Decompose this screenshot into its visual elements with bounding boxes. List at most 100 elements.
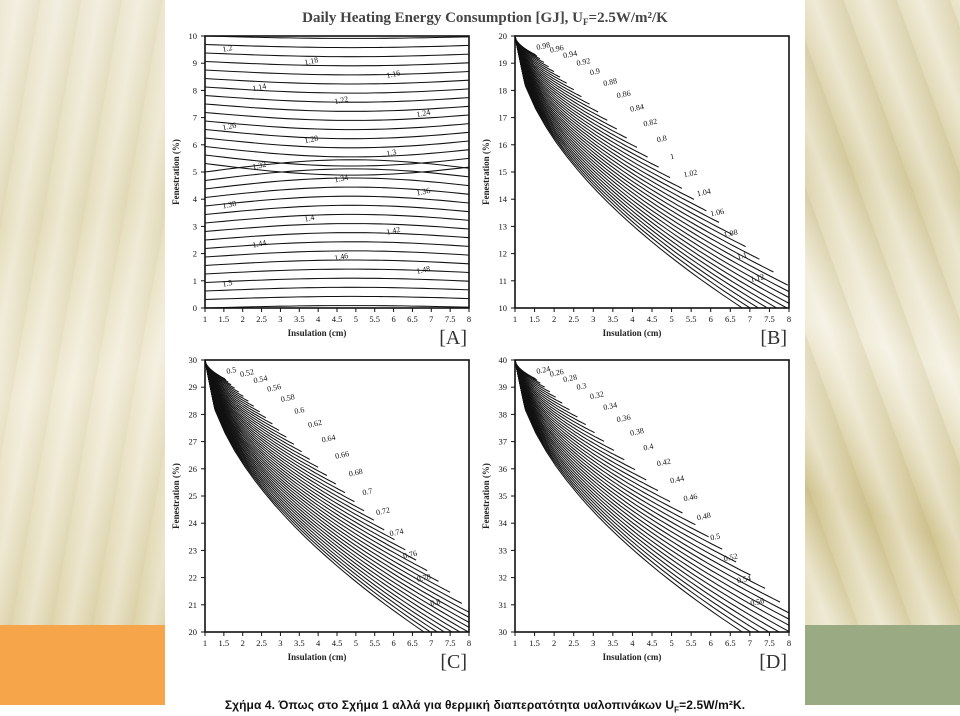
- contour-line: [205, 360, 280, 431]
- contour-line: [515, 360, 659, 492]
- contour-line: [205, 360, 302, 453]
- contour-level-label: 0.72: [375, 505, 391, 517]
- contour-line: [205, 360, 439, 632]
- contour-line: [515, 36, 774, 273]
- y-tick-label: 34: [499, 518, 508, 528]
- contour-line: [205, 360, 319, 468]
- contour-level-label: 0.26: [549, 367, 565, 379]
- contour-line: [205, 213, 469, 224]
- y-tick-label: 16: [499, 140, 508, 150]
- x-tick-label: 8: [467, 314, 471, 324]
- panel-b-frame: [514, 35, 790, 309]
- contour-line: [515, 36, 752, 308]
- contour-line: [205, 103, 469, 112]
- contour-level-label: 1.3: [386, 147, 398, 158]
- contour-level-label: 0.54: [736, 573, 752, 585]
- contour-line: [515, 360, 696, 526]
- contour-line: [205, 360, 226, 380]
- contour-line: [205, 77, 469, 85]
- contour-line: [205, 36, 469, 39]
- contour-line: [515, 360, 752, 632]
- panel-letter-label: [C]: [440, 651, 467, 673]
- contour-level-label: 1.16: [386, 68, 402, 80]
- y-tick-label: 27: [189, 437, 198, 447]
- contour-level-label: 1.34: [334, 173, 350, 185]
- contour-line: [205, 360, 446, 632]
- contour-line: [515, 360, 551, 393]
- contour-line: [515, 360, 671, 503]
- x-tick-label: 4: [316, 314, 321, 324]
- contour-level-label: 1.26: [222, 121, 238, 133]
- x-axis-label: Insulation (cm): [288, 328, 347, 338]
- contour-line: [515, 360, 751, 576]
- contour-line: [205, 360, 469, 628]
- contour-level-label: 0.56: [750, 596, 766, 608]
- x-tick-label: 5: [354, 638, 358, 648]
- y-tick-label: 38: [499, 409, 508, 419]
- contour-line: [515, 360, 647, 481]
- y-tick-label: 22: [189, 573, 198, 583]
- y-tick-label: 29: [189, 382, 198, 392]
- x-tick-label: 1: [513, 314, 517, 324]
- x-tick-label: 3: [591, 638, 595, 648]
- contour-line: [205, 360, 463, 604]
- contour-figure: Daily Heating Energy Consumption [GJ], U…: [165, 0, 805, 690]
- contour-line: [515, 36, 769, 308]
- contour-level-label: 1.18: [304, 55, 320, 67]
- contour-line: [515, 36, 695, 200]
- contour-line: [205, 43, 469, 49]
- contour-line: [515, 36, 549, 68]
- contour-line: [515, 36, 683, 189]
- contour-line: [205, 268, 469, 275]
- panel-letter-label: [A]: [439, 327, 467, 349]
- contour-line: [515, 360, 636, 471]
- contour-line: [205, 360, 432, 632]
- x-tick-label: 3.5: [608, 638, 619, 648]
- contour-line: [515, 36, 627, 139]
- contour-level-label: 1.48: [416, 264, 432, 276]
- contour-line: [515, 360, 536, 380]
- contour-line: [205, 86, 469, 94]
- contour-line: [205, 360, 249, 402]
- contour-line: [515, 36, 760, 308]
- x-axis-label: Insulation (cm): [603, 328, 662, 338]
- x-tick-label: 2.5: [568, 638, 579, 648]
- contour-line: [515, 360, 781, 632]
- y-tick-label: 19: [499, 58, 508, 68]
- contour-line: [515, 360, 789, 614]
- y-tick-label: 36: [499, 464, 508, 474]
- contour-line: [205, 195, 469, 207]
- contour-level-label: 1.5: [222, 278, 234, 289]
- contour-line: [205, 295, 469, 301]
- y-tick-label: 14: [499, 194, 508, 204]
- x-tick-label: 5: [354, 314, 358, 324]
- y-tick-label: 24: [189, 518, 198, 528]
- x-tick-label: 1: [513, 638, 517, 648]
- panel-letter-label: [D]: [759, 651, 787, 673]
- x-tick-label: 4.5: [647, 314, 658, 324]
- x-tick-label: 7: [429, 638, 433, 648]
- contour-level-label: 1.04: [696, 187, 712, 199]
- contour-line: [515, 36, 575, 91]
- contour-line: [515, 360, 737, 563]
- contour-line: [205, 360, 462, 632]
- contour-level-label: 1.06: [709, 207, 725, 219]
- y-tick-label: 0: [193, 303, 197, 313]
- contour-line: [205, 360, 375, 521]
- contour-level-label: 0.5: [709, 531, 721, 542]
- contour-level-label: 1.08: [723, 228, 739, 240]
- y-tick-label: 21: [189, 600, 198, 610]
- contour-line: [515, 36, 789, 308]
- contour-line: [205, 360, 311, 460]
- contour-line: [515, 360, 781, 603]
- left-decorative-background: [0, 0, 165, 625]
- contour-line: [515, 360, 709, 538]
- contour-level-label: 0.34: [602, 400, 618, 412]
- contour-level-label: 0.42: [656, 457, 672, 469]
- contour-line: [205, 305, 469, 308]
- x-tick-label: 4.5: [647, 638, 658, 648]
- contour-line: [515, 36, 744, 308]
- x-tick-label: 2.5: [568, 314, 579, 324]
- contour-line: [205, 360, 469, 623]
- x-tick-label: 4.5: [332, 638, 343, 648]
